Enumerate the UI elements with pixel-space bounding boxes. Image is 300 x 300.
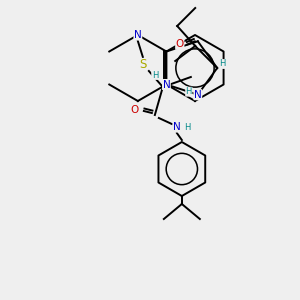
- Text: H: H: [186, 87, 192, 96]
- Text: H: H: [184, 122, 190, 131]
- Text: S: S: [139, 58, 146, 71]
- Text: H: H: [219, 59, 225, 68]
- Text: N: N: [194, 90, 202, 100]
- Text: H: H: [152, 70, 158, 80]
- Text: N: N: [134, 30, 142, 40]
- Text: O: O: [131, 105, 139, 115]
- Text: O: O: [176, 39, 184, 49]
- Text: N: N: [163, 80, 170, 89]
- Text: N: N: [173, 122, 181, 132]
